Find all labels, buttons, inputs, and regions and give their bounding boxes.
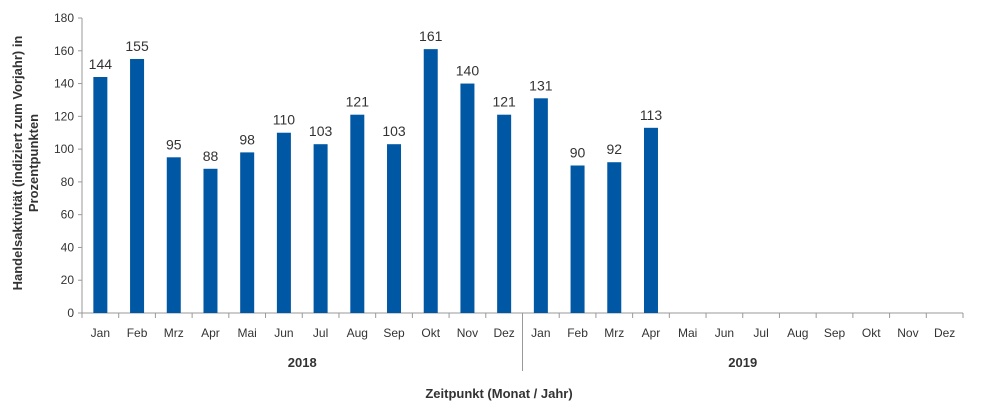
x-tick-label: Sep xyxy=(383,326,405,340)
data-label: 103 xyxy=(309,123,333,139)
y-tick-label: 180 xyxy=(54,11,74,25)
y-axis-title-line-2: Prozentpunkten xyxy=(26,114,41,212)
y-tick-label: 140 xyxy=(54,77,74,91)
x-tick-label: Nov xyxy=(457,326,478,340)
bar xyxy=(130,58,145,313)
x-tick-label: Feb xyxy=(127,326,148,340)
y-tick-label: 160 xyxy=(54,44,74,58)
x-tick-label: Okt xyxy=(862,326,881,340)
bar xyxy=(460,83,475,313)
data-label: 92 xyxy=(606,141,622,157)
bar xyxy=(93,77,108,313)
bar xyxy=(423,49,438,314)
year-label: 2019 xyxy=(728,355,757,370)
plot-area: 0 20 40 60 80 100 120 140 160 180 144 Jan 155 Feb 95 Mr… xyxy=(54,11,964,371)
bar xyxy=(387,144,402,313)
bar xyxy=(533,98,548,313)
bar xyxy=(350,114,365,313)
bar xyxy=(643,127,658,313)
data-label: 131 xyxy=(529,77,553,93)
data-label: 88 xyxy=(203,148,219,164)
bar xyxy=(313,144,328,313)
data-label: 110 xyxy=(273,112,296,128)
data-label: 155 xyxy=(125,38,149,54)
x-tick-label: Dez xyxy=(493,326,514,340)
x-tick-label: Feb xyxy=(567,326,588,340)
data-label: 144 xyxy=(89,56,113,72)
bar xyxy=(607,162,622,313)
x-tick-label: Dez xyxy=(934,326,955,340)
x-tick-label: Sep xyxy=(824,326,846,340)
data-label: 161 xyxy=(419,28,443,44)
x-tick-label: Apr xyxy=(201,326,220,340)
data-label: 103 xyxy=(382,123,406,139)
y-tick-label: 80 xyxy=(61,175,75,189)
bar xyxy=(203,168,218,313)
x-tick-label: Jan xyxy=(91,326,110,340)
x-tick-label: Jun xyxy=(274,326,293,340)
data-label: 121 xyxy=(346,94,370,110)
x-tick-label: Mrz xyxy=(164,326,184,340)
x-tick-label: Jan xyxy=(531,326,550,340)
bar xyxy=(166,157,181,313)
y-tick-label: 120 xyxy=(54,109,74,123)
y-tick-label: 20 xyxy=(61,273,75,287)
y-axis-title: Handelsaktivität (indiziert zum Vorjahr)… xyxy=(10,36,41,291)
data-label: 113 xyxy=(640,107,663,123)
bar xyxy=(276,132,291,313)
x-tick-label: Jul xyxy=(313,326,328,340)
x-tick-label: Mrz xyxy=(604,326,624,340)
data-label: 121 xyxy=(492,94,516,110)
y-axis-title-line-1: Handelsaktivität (indiziert zum Vorjahr)… xyxy=(10,36,25,291)
y-tick-label: 100 xyxy=(54,142,74,156)
x-tick-label: Jun xyxy=(715,326,734,340)
data-label: 95 xyxy=(166,136,182,152)
x-tick-label: Aug xyxy=(787,326,808,340)
bar xyxy=(497,114,512,313)
y-tick-label: 40 xyxy=(61,240,75,254)
x-axis-title: Zeitpunkt (Monat / Jahr) xyxy=(425,386,572,401)
data-label: 90 xyxy=(570,145,586,161)
data-label: 140 xyxy=(456,63,480,79)
x-tick-label: Aug xyxy=(347,326,368,340)
x-tick-label: Mai xyxy=(678,326,697,340)
x-tick-label: Okt xyxy=(421,326,440,340)
bar xyxy=(570,165,585,313)
x-tick-label: Nov xyxy=(897,326,918,340)
data-label: 98 xyxy=(239,131,255,147)
bar xyxy=(240,152,255,313)
x-tick-label: Apr xyxy=(642,326,661,340)
x-tick-label: Mai xyxy=(238,326,257,340)
y-tick-label: 60 xyxy=(61,208,75,222)
y-tick-label: 0 xyxy=(67,306,74,320)
year-label: 2018 xyxy=(288,355,317,370)
x-tick-label: Jul xyxy=(753,326,768,340)
